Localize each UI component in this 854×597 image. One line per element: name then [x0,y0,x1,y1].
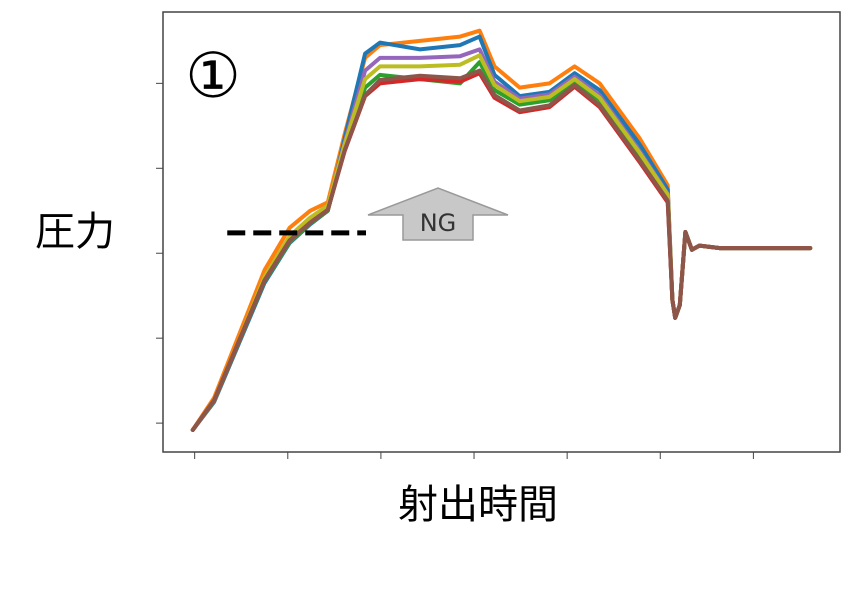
plot-frame [162,11,841,453]
plot-area [190,28,813,432]
ng-arrow [367,187,509,241]
panel-label: ① [185,39,241,112]
series-line [190,68,813,432]
series-line [190,53,813,432]
y-axis-label: 圧力 [35,209,115,255]
ng-label: NG [420,209,457,237]
x-axis-label: 射出時間 [398,482,558,528]
